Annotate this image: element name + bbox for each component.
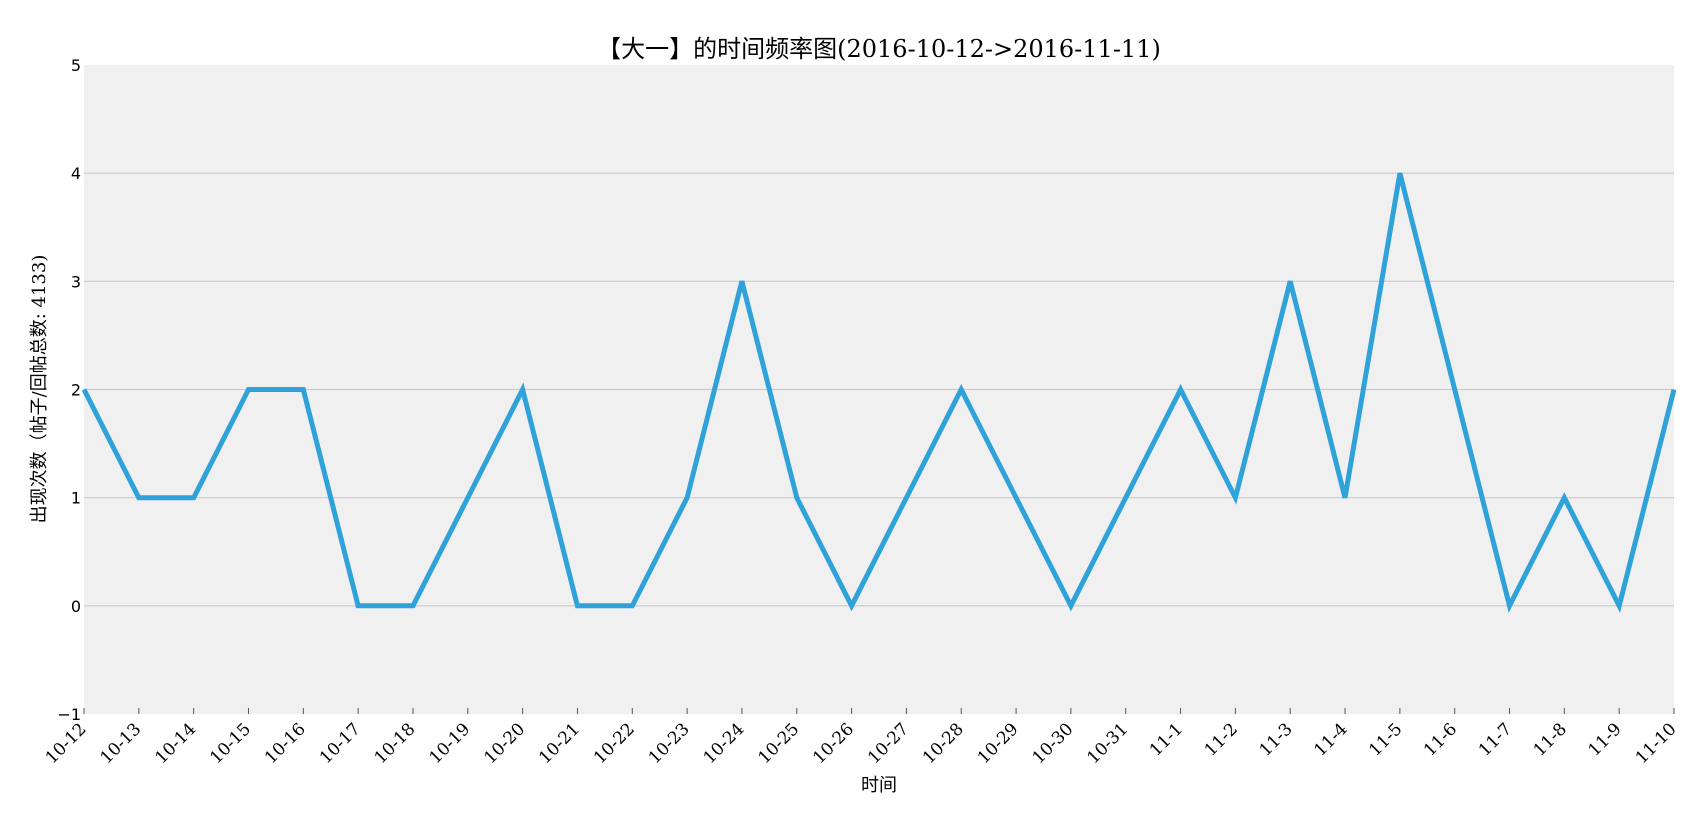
x-tick-label: 10-23	[645, 719, 694, 768]
x-tick-label: 10-29	[974, 719, 1023, 768]
y-tick-label: 3	[71, 272, 81, 291]
x-tick-label: 10-22	[590, 719, 639, 768]
x-tick-label: 11-2	[1201, 719, 1242, 760]
y-tick-label: 1	[71, 489, 81, 508]
y-tick-label: 5	[71, 56, 81, 75]
y-axis-ticks: −1 0 1 2 3 4 5	[57, 56, 81, 724]
x-tick-label: 11-3	[1256, 719, 1297, 760]
x-tick-label: 11-1	[1146, 719, 1187, 760]
y-tick-label: 2	[71, 381, 81, 400]
x-tick-label: 10-13	[97, 719, 146, 768]
series-layer	[81, 172, 1677, 613]
grid-lines	[84, 172, 1674, 607]
x-axis-ticks: 10-12 10-13 10-14 10-15 10-16 10-17 10-18 10-19…	[42, 708, 1681, 768]
y-tick-label: 4	[71, 164, 81, 183]
y-tick-label: −1	[57, 705, 81, 724]
x-tick-label: 11-6	[1420, 719, 1461, 760]
x-tick-label: 10-26	[809, 719, 858, 768]
x-tick-label: 10-24	[700, 719, 749, 768]
x-tick-label: 10-27	[864, 719, 913, 768]
x-tick-label: 10-17	[316, 719, 365, 768]
y-tick-label: 0	[71, 597, 81, 616]
x-tick-label: 11-4	[1310, 719, 1351, 760]
x-tick-label: 10-25	[754, 719, 803, 768]
x-tick-label: 11-7	[1475, 719, 1516, 760]
x-axis-label: 时间	[861, 775, 897, 796]
x-tick-label: 10-12	[42, 719, 91, 768]
x-tick-label: 10-18	[371, 719, 420, 768]
x-tick-label: 10-16	[261, 719, 310, 768]
x-tick-label: 10-30	[1029, 719, 1078, 768]
x-tick-label: 11-10	[1632, 719, 1681, 768]
x-tick-label: 10-14	[151, 719, 200, 768]
x-tick-label: 10-28	[919, 719, 968, 768]
x-tick-label: 10-15	[206, 719, 255, 768]
x-tick-label: 11-5	[1365, 719, 1406, 760]
x-tick-label: 10-20	[480, 719, 529, 768]
x-tick-label: 10-19	[426, 719, 475, 768]
x-tick-label: 10-21	[535, 719, 584, 768]
x-tick-label: 11-8	[1530, 719, 1571, 760]
x-tick-label: 10-31	[1083, 719, 1132, 768]
x-tick-label: 11-9	[1585, 719, 1626, 760]
y-axis-label: 出现次数（帖子/回帖总数: 4133)	[29, 255, 50, 524]
series-line	[81, 172, 1677, 613]
chart-title: 【大一】的时间频率图(2016-10-12->2016-11-11)	[597, 35, 1161, 63]
